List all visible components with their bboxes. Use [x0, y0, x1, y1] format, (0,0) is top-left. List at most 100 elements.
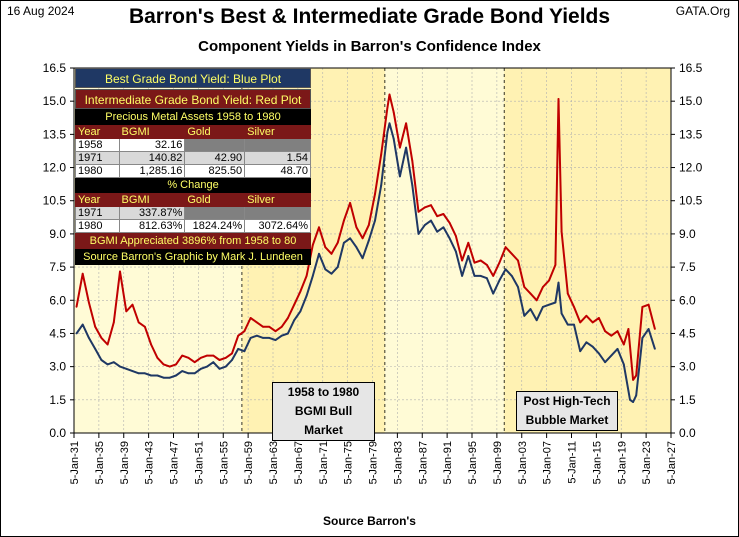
data-point: [386, 131, 389, 134]
x-tick-label: 5-Jan-91: [442, 441, 454, 484]
data-point: [498, 261, 501, 264]
data-point: [256, 321, 258, 324]
y-tick-label-right: 15.0: [679, 94, 703, 108]
data-point: [299, 290, 302, 293]
data-point: [473, 261, 476, 264]
data-point: [293, 303, 296, 306]
data-point: [573, 323, 575, 326]
data-point: [355, 246, 358, 249]
data-point: [598, 352, 600, 355]
data-point: [486, 264, 488, 266]
data-point: [330, 272, 333, 275]
data-point: [193, 361, 196, 364]
data-point: [355, 226, 358, 229]
x-axis-label: Source Barron's: [323, 514, 416, 528]
table-cell: 1980: [75, 219, 120, 233]
data-point: [200, 367, 202, 370]
data-point: [548, 279, 550, 282]
annotation-line: Post High-Tech: [523, 394, 611, 408]
change-title: % Change: [75, 178, 311, 193]
data-point: [542, 286, 544, 288]
y-tick-label-right: 6.0: [679, 293, 696, 307]
table-cell: [184, 206, 246, 220]
x-tick-label: 5-Jan-03: [517, 441, 529, 484]
data-point: [343, 241, 345, 244]
data-point: [311, 244, 314, 246]
data-point: [654, 328, 656, 330]
data-point: [112, 321, 115, 324]
data-point: [119, 270, 121, 273]
data-point: [632, 379, 634, 381]
data-point: [523, 286, 526, 288]
data-point: [388, 93, 391, 96]
data-point: [517, 286, 519, 288]
data-point: [94, 325, 97, 328]
data-point: [557, 98, 560, 100]
data-point: [125, 367, 128, 370]
data-point: [517, 259, 519, 262]
data-point: [579, 350, 582, 353]
data-point: [94, 348, 97, 350]
data-point: [336, 266, 339, 268]
data-point: [604, 330, 606, 333]
y-tick-label-right: 9.0: [679, 227, 696, 241]
data-point: [388, 122, 391, 125]
report-date: 16 Aug 2024: [7, 4, 75, 18]
data-point: [616, 330, 619, 333]
data-point: [318, 252, 320, 255]
data-point: [557, 281, 560, 284]
annotation-line: BGMI Bull: [294, 404, 353, 418]
table-cell: [244, 138, 311, 152]
data-point: [349, 237, 351, 240]
shaded-period: [504, 68, 671, 433]
data-point: [305, 294, 308, 297]
data-point: [144, 372, 146, 375]
x-tick-label: 5-Jan-75: [343, 441, 355, 484]
x-tick-label: 5-Jan-31: [69, 441, 81, 484]
data-point: [632, 401, 634, 403]
y-tick-label-left: 15.0: [43, 94, 67, 108]
data-point: [187, 372, 190, 375]
table-cell: 1958: [75, 138, 120, 152]
x-tick-label: 5-Jan-07: [542, 441, 554, 484]
data-point: [579, 321, 582, 324]
y-tick-label-right: 10.5: [679, 194, 703, 208]
data-point: [112, 361, 115, 364]
data-point: [75, 332, 78, 335]
data-point: [566, 323, 569, 326]
data-point: [268, 325, 271, 328]
x-tick-label: 5-Jan-43: [144, 441, 156, 484]
assets-header-row: Year BGMI Gold Silver: [75, 125, 311, 139]
table-cell: 3072.64%: [244, 219, 311, 233]
data-point: [367, 239, 370, 242]
data-point: [529, 308, 532, 310]
x-tick-label: 5-Jan-59: [243, 441, 255, 484]
data-point: [231, 359, 233, 361]
table-cell: 1971: [75, 151, 120, 165]
data-point: [150, 343, 153, 346]
data-point: [88, 337, 90, 339]
table-cell: 1,285.16: [118, 164, 186, 178]
data-point: [162, 376, 165, 379]
data-point: [405, 146, 407, 149]
data-point: [131, 303, 134, 306]
table-cell: [184, 138, 246, 152]
data-point: [200, 356, 202, 359]
table-row: 1958 32.16: [75, 138, 311, 152]
y-tick-label-left: 9.0: [49, 227, 66, 241]
table-header: Gold: [184, 125, 246, 139]
brand-label: GATA.Org: [675, 4, 730, 18]
table-header: Gold: [184, 193, 246, 207]
data-point: [585, 314, 588, 317]
series-lines: [75, 93, 656, 403]
data-point: [274, 339, 277, 341]
data-point: [343, 219, 345, 222]
data-point: [616, 348, 619, 350]
data-point: [573, 306, 575, 308]
data-point: [392, 111, 395, 114]
data-point: [106, 343, 109, 346]
data-point: [448, 237, 451, 240]
data-point: [280, 325, 283, 328]
data-point: [175, 374, 177, 377]
annotation-line: Bubble Market: [525, 413, 609, 427]
